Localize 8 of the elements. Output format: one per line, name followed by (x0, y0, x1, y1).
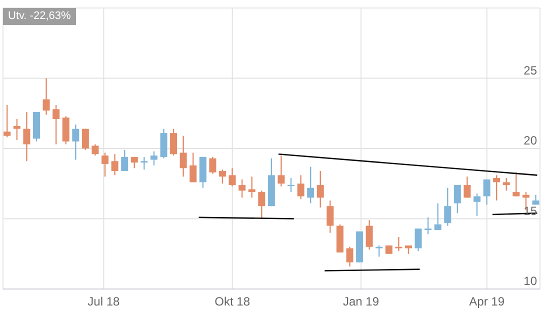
y-tick-label: 10 (524, 274, 538, 288)
x-tick-label: Okt 18 (214, 294, 250, 309)
y-tick-label: 20 (524, 134, 538, 148)
y-tick-label: 25 (524, 63, 538, 78)
x-tick-label: Jul 18 (88, 294, 120, 309)
x-tick-label: Apr 19 (469, 294, 505, 309)
annotation: Utv. -22,63% (3, 8, 76, 25)
x-tick-label: Jan 19 (342, 294, 380, 309)
